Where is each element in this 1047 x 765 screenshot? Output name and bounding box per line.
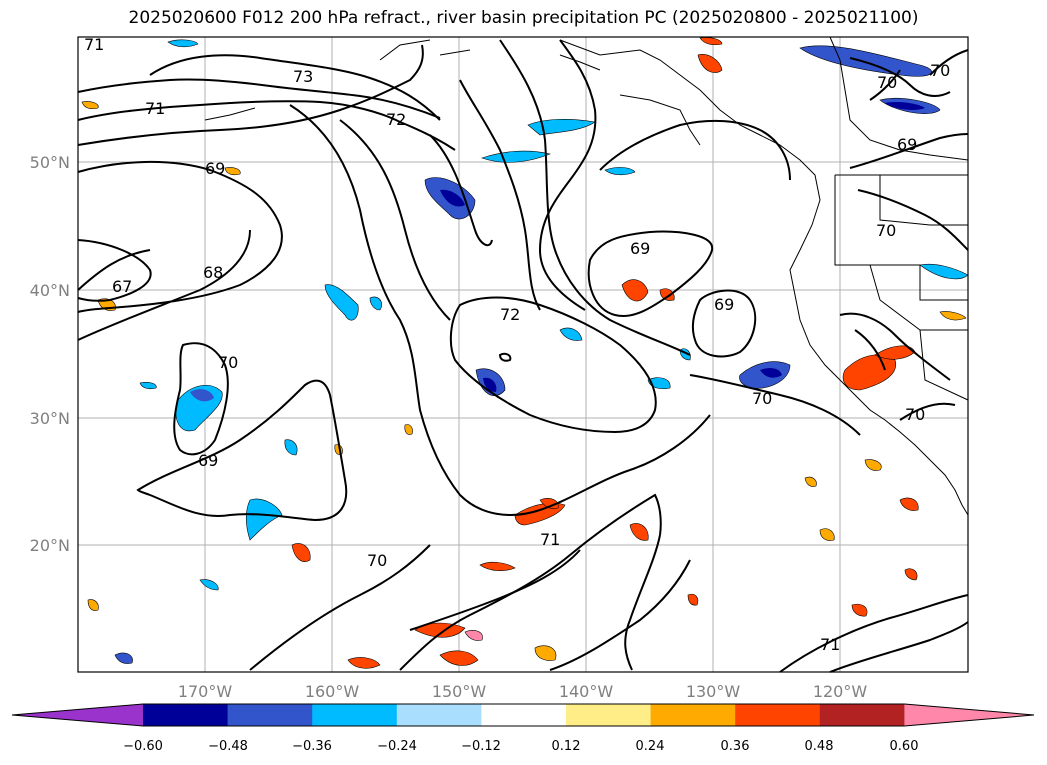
colorbar-extend-low xyxy=(12,704,143,726)
colorbar-segment xyxy=(819,704,905,726)
coastline xyxy=(204,36,969,516)
contour-label: 73 xyxy=(293,67,313,86)
colorbar-segment xyxy=(566,704,652,726)
refractivity-contours xyxy=(77,39,969,673)
contour-label: 70 xyxy=(367,551,387,570)
lon-label: 120°W xyxy=(813,682,868,701)
lon-label: 170°W xyxy=(178,682,233,701)
contour-label: 71 xyxy=(540,530,560,549)
contour-label: 69 xyxy=(714,295,734,314)
contour-label: 70 xyxy=(752,389,772,408)
lat-label: 20°N xyxy=(30,536,70,555)
map-area xyxy=(78,37,968,672)
colorbar-segment xyxy=(735,704,821,726)
colorbar-segment xyxy=(481,704,567,726)
contour-label: 72 xyxy=(386,110,406,129)
colorbar-tick-label: −0.60 xyxy=(123,739,163,754)
contour-label: 70 xyxy=(877,73,897,92)
lon-label: 130°W xyxy=(686,682,741,701)
colorbar-tick-label: −0.48 xyxy=(208,739,248,754)
contour-label: 67 xyxy=(112,277,132,296)
map-title: 2025020600 F012 200 hPa refract., river … xyxy=(128,8,919,28)
contour-labels: 71 73 71 72 69 68 67 70 69 72 69 69 70 7… xyxy=(84,35,950,654)
lon-label: 150°W xyxy=(432,682,487,701)
contour-label: 72 xyxy=(500,305,520,324)
colorbar-outline xyxy=(11,703,1035,727)
lon-label: 140°W xyxy=(559,682,614,701)
colorbar-segment xyxy=(396,704,482,726)
longitude-labels: 170°W 160°W 150°W 140°W 130°W 120°W xyxy=(178,682,868,701)
lon-label: 160°W xyxy=(305,682,360,701)
colorbar-tick-label: 0.48 xyxy=(805,739,834,754)
colorbar-tick-label: −0.12 xyxy=(461,739,501,754)
precip-shading xyxy=(81,37,969,669)
contour-label: 71 xyxy=(820,635,840,654)
colorbar-tick-label: 0.36 xyxy=(721,739,750,754)
colorbar-tick-label: −0.24 xyxy=(377,739,417,754)
colorbar-tick-label: −0.36 xyxy=(292,739,332,754)
colorbar-tick-label: 0.24 xyxy=(636,739,665,754)
contour-label: 69 xyxy=(897,135,917,154)
contour-label: 70 xyxy=(905,405,925,424)
contour-label: 70 xyxy=(218,353,238,372)
colorbar-segment xyxy=(143,704,229,726)
contour-label: 69 xyxy=(205,159,225,178)
gridlines xyxy=(78,37,968,672)
colorbar-tick-label: 0.60 xyxy=(890,739,919,754)
contour-label: 70 xyxy=(930,61,950,80)
contour-label: 70 xyxy=(876,221,896,240)
contour-label: 71 xyxy=(145,99,165,118)
colorbar-segment xyxy=(650,704,736,726)
contour-label: 71 xyxy=(84,35,104,54)
colorbar-segment xyxy=(312,704,398,726)
colorbar-tick-label: 0.12 xyxy=(552,739,581,754)
lat-label: 40°N xyxy=(30,281,70,300)
lat-label: 50°N xyxy=(30,153,70,172)
contour-label: 69 xyxy=(630,239,650,258)
map-frame xyxy=(77,36,969,673)
lat-label: 30°N xyxy=(30,409,70,428)
colorbar xyxy=(11,703,1035,727)
colorbar-segment xyxy=(227,704,313,726)
contour-label: 69 xyxy=(198,451,218,470)
colorbar-extend-high xyxy=(904,704,1034,726)
latitude-labels: 50°N 40°N 30°N 20°N xyxy=(30,153,70,555)
contour-label: 68 xyxy=(203,263,223,282)
colorbar-labels: −0.60 −0.48 −0.36 −0.24 −0.12 0.12 0.24 … xyxy=(123,739,918,754)
